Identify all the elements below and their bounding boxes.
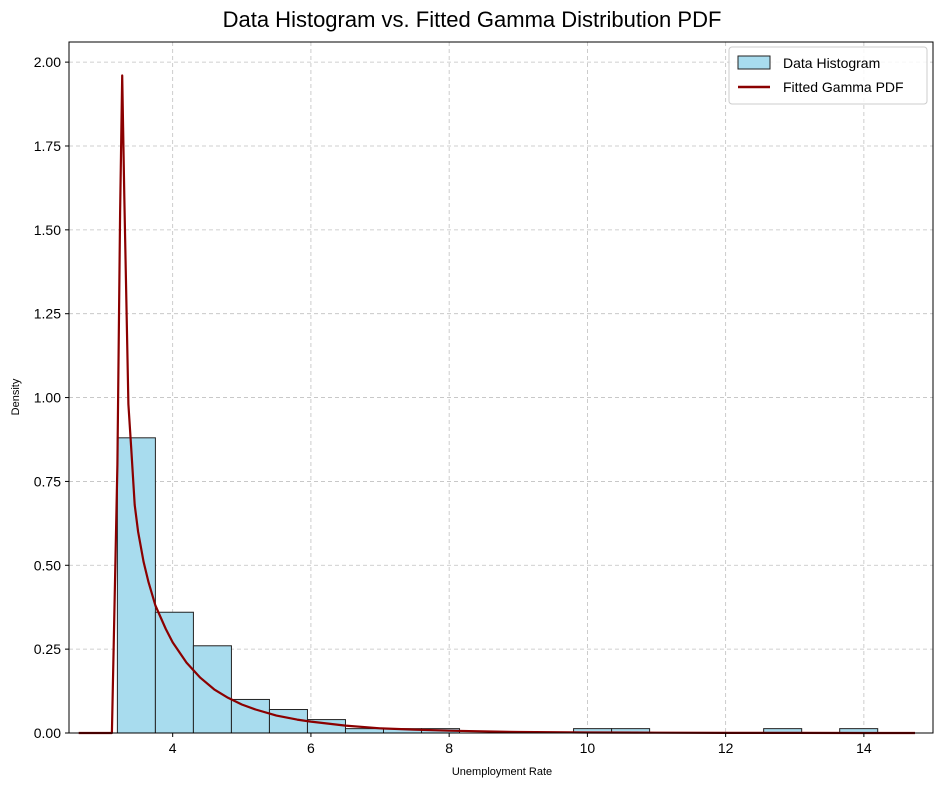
x-axis-label: Unemployment Rate [452,766,552,778]
y-tick-label: 2.00 [34,54,61,70]
y-tick-label: 1.75 [34,138,61,154]
y-tick-label: 0.75 [34,473,61,489]
plot-frame [68,41,934,734]
pdf-line-layer [78,74,915,735]
chart-title: Data Histogram vs. Fitted Gamma Distribu… [223,7,722,32]
y-axis-ticks: 0.00 0.25 0.50 0.75 1.00 1.25 1.50 1.75 2.00 [34,54,69,741]
x-axis-ticks: 4 6 8 10 12 14 [169,733,872,756]
y-axis-label: Density [10,378,22,415]
histogram-bar [154,611,194,734]
y-tick-label: 0.50 [34,557,61,573]
x-tick-label: 8 [445,740,453,756]
histogram-bar [192,645,232,734]
x-tick-label: 14 [856,740,872,756]
histogram-bar [344,728,384,734]
legend-histogram-label: Data Histogram [783,55,880,71]
x-tick-label: 4 [169,740,177,756]
legend: Data Histogram Fitted Gamma PDF [728,46,928,105]
y-tick-label: 1.50 [34,222,61,238]
legend-histogram-swatch [737,55,771,70]
pdf-line [78,74,915,735]
legend-box [728,46,928,105]
histogram-bars [116,437,879,734]
histogram-bar [230,698,270,734]
x-tick-label: 10 [580,740,596,756]
grid-layer [69,42,933,734]
y-tick-label: 1.25 [34,306,61,322]
x-tick-label: 6 [307,740,315,756]
y-tick-label: 1.00 [34,390,61,406]
x-tick-label: 12 [718,740,734,756]
y-tick-label: 0.25 [34,641,61,657]
y-tick-label: 0.00 [34,725,61,741]
legend-pdf-label: Fitted Gamma PDF [783,79,904,95]
